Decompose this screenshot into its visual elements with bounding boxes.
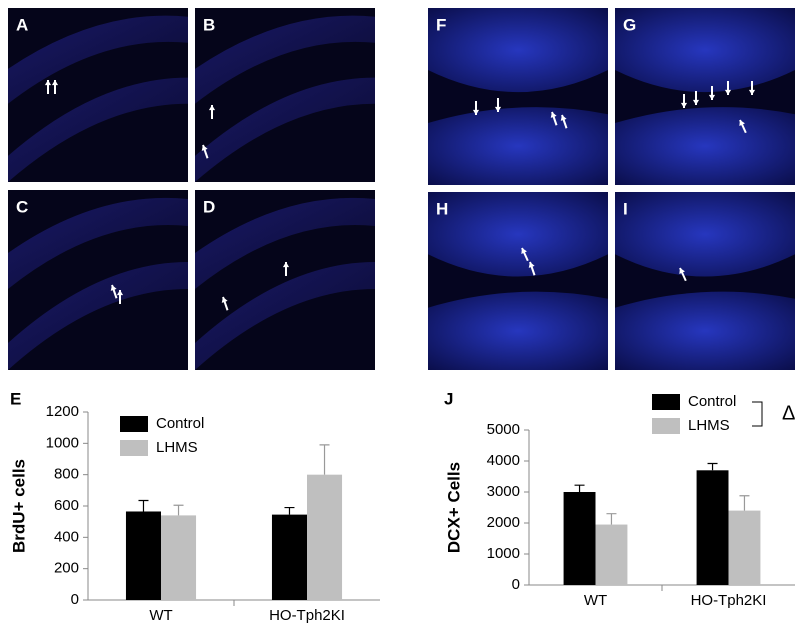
arrow-head bbox=[201, 145, 208, 151]
arrow-head bbox=[550, 112, 557, 118]
y-tick-label: 800 bbox=[54, 466, 79, 483]
legend-swatch bbox=[652, 394, 680, 410]
tissue-band bbox=[428, 8, 608, 93]
error-bar bbox=[739, 495, 750, 511]
bar bbox=[696, 470, 729, 585]
panel-label: I bbox=[623, 199, 628, 218]
bar bbox=[307, 474, 343, 600]
arrow-head bbox=[748, 89, 756, 95]
x-tick-label: HO-Tph2KI bbox=[691, 592, 767, 609]
arrow-head bbox=[528, 262, 535, 268]
error-bar bbox=[606, 513, 617, 525]
legend-label: LHMS bbox=[688, 417, 730, 434]
tissue-band bbox=[8, 15, 188, 104]
error-bar bbox=[574, 484, 585, 492]
arrow-head bbox=[51, 80, 59, 86]
tissue-band bbox=[428, 192, 608, 277]
error-bar bbox=[138, 499, 149, 512]
tissue-band bbox=[615, 291, 795, 370]
arrow-head bbox=[680, 102, 688, 108]
y-tick-label: 2000 bbox=[487, 514, 520, 531]
arrow-head bbox=[494, 106, 502, 112]
x-tick-label: HO-Tph2KI bbox=[269, 607, 345, 624]
bracket bbox=[752, 401, 763, 427]
legend-swatch bbox=[652, 418, 680, 434]
arrow-head bbox=[560, 115, 567, 121]
legend-label: Control bbox=[156, 415, 204, 432]
arrow-head bbox=[221, 297, 228, 303]
panel-label: B bbox=[203, 15, 215, 34]
panel-label: E bbox=[10, 389, 21, 408]
legend-swatch bbox=[120, 440, 148, 456]
tissue-band bbox=[428, 291, 608, 370]
y-tick-label: 200 bbox=[54, 560, 79, 577]
y-tick-label: 5000 bbox=[487, 421, 520, 438]
y-tick-label: 1000 bbox=[46, 434, 79, 451]
panel-label: J bbox=[444, 389, 453, 408]
arrow-head bbox=[679, 268, 685, 274]
arrow-head bbox=[521, 248, 527, 254]
panel-label: G bbox=[623, 15, 636, 34]
bar bbox=[161, 515, 197, 600]
panel-label: C bbox=[16, 197, 28, 216]
bar bbox=[125, 511, 161, 600]
legend-label: Control bbox=[688, 393, 736, 410]
panel-label: D bbox=[203, 197, 215, 216]
x-tick-label: WT bbox=[584, 592, 607, 609]
y-axis-label: BrdU+ cells bbox=[9, 459, 28, 553]
y-tick-label: 1000 bbox=[487, 545, 520, 562]
tissue-band bbox=[615, 107, 795, 185]
annotation: Δ bbox=[782, 402, 795, 424]
y-tick-label: 400 bbox=[54, 528, 79, 545]
arrow-head bbox=[724, 89, 732, 95]
error-bar bbox=[707, 462, 718, 471]
legend-label: LHMS bbox=[156, 439, 198, 456]
tissue-band bbox=[615, 192, 795, 277]
tissue-band bbox=[8, 77, 188, 182]
error-bar bbox=[173, 504, 184, 516]
tissue-band bbox=[195, 197, 375, 289]
tissue-band bbox=[195, 77, 375, 182]
arrow-head bbox=[692, 99, 700, 105]
y-tick-label: 3000 bbox=[487, 483, 520, 500]
bar bbox=[563, 492, 596, 585]
y-tick-label: 0 bbox=[71, 591, 79, 608]
bar bbox=[271, 514, 307, 600]
panel-label: A bbox=[16, 15, 28, 34]
y-tick-label: 1200 bbox=[46, 403, 79, 420]
legend-swatch bbox=[120, 416, 148, 432]
arrow-head bbox=[472, 109, 480, 115]
tissue-band bbox=[8, 197, 188, 289]
bar bbox=[595, 524, 628, 585]
tissue-band bbox=[428, 107, 608, 185]
arrow-head bbox=[44, 80, 52, 86]
bar bbox=[728, 510, 761, 585]
y-axis-label: DCX+ Cells bbox=[444, 462, 463, 553]
panel-label: H bbox=[436, 199, 448, 218]
arrow-head bbox=[116, 290, 124, 296]
x-tick-label: WT bbox=[149, 607, 172, 624]
tissue-band bbox=[615, 8, 795, 93]
panel-label: F bbox=[436, 15, 446, 34]
arrow-head bbox=[708, 94, 716, 100]
tissue-band bbox=[195, 15, 375, 104]
y-tick-label: 600 bbox=[54, 497, 79, 514]
tissue-band bbox=[195, 262, 375, 370]
arrow-head bbox=[282, 262, 290, 268]
y-tick-label: 4000 bbox=[487, 452, 520, 469]
y-tick-label: 0 bbox=[512, 576, 520, 593]
arrow-head bbox=[110, 285, 117, 291]
tissue-band bbox=[8, 262, 188, 370]
arrow-head bbox=[739, 120, 745, 126]
error-bar bbox=[319, 444, 330, 475]
arrow-head bbox=[208, 105, 216, 111]
error-bar bbox=[284, 506, 295, 515]
